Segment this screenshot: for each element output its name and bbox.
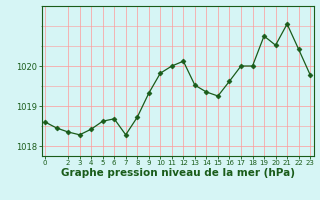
X-axis label: Graphe pression niveau de la mer (hPa): Graphe pression niveau de la mer (hPa) xyxy=(60,168,295,178)
